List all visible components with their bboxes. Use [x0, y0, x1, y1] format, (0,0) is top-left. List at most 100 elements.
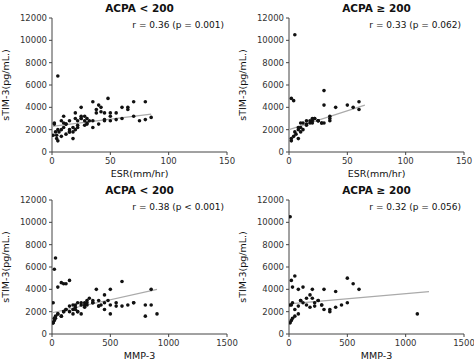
point	[149, 116, 153, 120]
y-tick-label: 4000	[25, 284, 47, 294]
point	[308, 293, 312, 297]
point	[357, 108, 361, 112]
point	[76, 310, 80, 314]
point	[293, 33, 297, 37]
point	[297, 126, 301, 130]
annotation: r = 0.32 (p = 0.056)	[369, 202, 461, 212]
point	[68, 130, 72, 134]
regression-line	[52, 289, 157, 312]
y-tick	[49, 107, 52, 108]
point	[62, 126, 66, 130]
y-tick-label: 8000	[25, 240, 47, 250]
point	[91, 126, 95, 130]
point	[293, 130, 297, 134]
point	[138, 119, 142, 123]
y-tick-label: 12000	[257, 13, 284, 23]
y-tick	[49, 152, 52, 153]
point	[76, 123, 80, 127]
x-axis-line	[52, 334, 227, 335]
point	[62, 114, 66, 118]
y-tick	[286, 222, 289, 223]
y-tick	[49, 289, 52, 290]
x-tick-label: 500	[102, 338, 118, 348]
point	[109, 111, 113, 115]
y-tick	[286, 244, 289, 245]
y-tick	[286, 289, 289, 290]
y-tick	[49, 18, 52, 19]
y-tick	[49, 244, 52, 245]
point	[64, 132, 68, 136]
point	[55, 133, 59, 137]
y-tick-label: 6000	[25, 80, 47, 90]
point	[95, 288, 99, 292]
point	[334, 290, 338, 294]
point	[290, 279, 294, 283]
x-tick	[168, 152, 169, 155]
x-axis-line	[289, 334, 464, 335]
point	[316, 119, 320, 123]
point	[357, 100, 361, 104]
point	[60, 314, 64, 318]
point	[103, 119, 107, 123]
point	[149, 288, 153, 292]
y-axis-label: sTIM-3(pg/mL.)	[0, 49, 11, 120]
point	[95, 111, 99, 115]
x-tick	[464, 334, 465, 337]
y-tick	[49, 222, 52, 223]
point	[56, 139, 60, 143]
point	[301, 301, 305, 305]
point	[97, 304, 101, 308]
point	[299, 121, 303, 125]
x-tick-label: 1000	[395, 338, 417, 348]
y-tick	[286, 200, 289, 201]
point	[91, 301, 95, 305]
point	[313, 304, 317, 308]
y-tick-label: 8000	[25, 58, 47, 68]
point	[322, 288, 326, 292]
point	[74, 128, 78, 132]
point	[320, 303, 324, 307]
point	[144, 303, 148, 307]
point	[109, 114, 113, 118]
point	[79, 114, 83, 118]
y-tick	[286, 62, 289, 63]
point	[291, 301, 295, 305]
y-tick	[49, 85, 52, 86]
point	[126, 108, 130, 112]
y-tick	[49, 334, 52, 335]
point	[357, 288, 361, 292]
point	[322, 308, 326, 312]
y-tick-label: 10000	[20, 217, 47, 227]
x-tick	[110, 152, 111, 155]
regression-line	[289, 105, 365, 130]
point	[316, 299, 320, 303]
point	[76, 301, 80, 305]
point	[120, 106, 124, 110]
point	[68, 310, 72, 314]
point	[132, 100, 136, 104]
x-tick-label: 100	[398, 156, 414, 166]
point	[297, 304, 301, 308]
point	[316, 119, 320, 123]
title: ACPA < 200	[105, 184, 174, 196]
point	[340, 303, 344, 307]
x-tick	[110, 334, 111, 337]
point	[293, 274, 297, 278]
y-tick	[286, 85, 289, 86]
point	[97, 122, 101, 126]
panel: 050010001500020004000600080001000012000A…	[237, 184, 474, 361]
y-tick-label: 4000	[262, 284, 284, 294]
x-tick-label: 0	[286, 156, 291, 166]
regression-line	[289, 292, 429, 304]
point	[106, 299, 110, 303]
x-tick-label: 0	[49, 338, 54, 348]
point	[109, 312, 113, 316]
point	[56, 312, 60, 316]
x-tick-label: 1500	[453, 338, 474, 348]
y-tick-label: 6000	[262, 262, 284, 272]
title: ACPA ≥ 200	[342, 2, 411, 14]
y-tick	[49, 311, 52, 312]
point	[64, 282, 68, 286]
point	[106, 97, 110, 101]
x-tick	[405, 334, 406, 337]
